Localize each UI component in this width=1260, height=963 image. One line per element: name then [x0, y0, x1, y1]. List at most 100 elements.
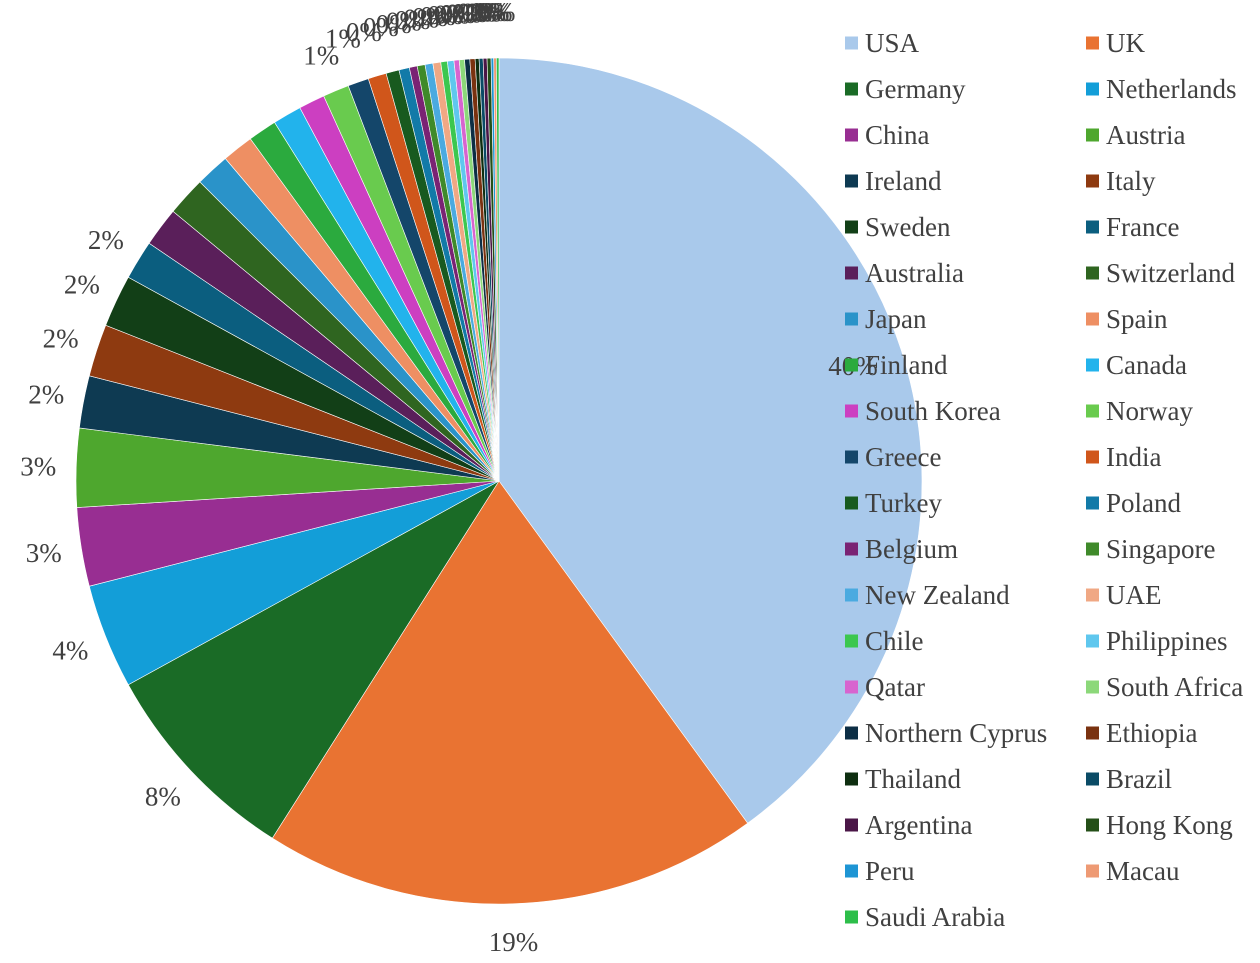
legend-item-singapore: Singapore: [1086, 534, 1215, 564]
legend-label: Ireland: [865, 166, 942, 196]
legend-label: South Korea: [865, 396, 1001, 426]
legend-item-northern-cyprus: Northern Cyprus: [845, 718, 1047, 748]
pct-label-greece: 1%: [325, 24, 361, 54]
pie-slices: [75, 57, 923, 905]
legend-item-turkey: Turkey: [845, 488, 943, 518]
legend-label: Switzerland: [1106, 258, 1235, 288]
legend-item-china: China: [845, 120, 930, 150]
legend-swatch: [845, 818, 858, 832]
legend-item-uae: UAE: [1086, 580, 1162, 610]
legend-item-italy: Italy: [1086, 166, 1156, 196]
legend-item-austria: Austria: [1086, 120, 1186, 150]
legend-label: Canada: [1106, 350, 1187, 380]
legend-label: Poland: [1106, 488, 1182, 518]
legend-swatch: [845, 404, 858, 418]
pct-label-new-zealand: 0%: [403, 4, 439, 34]
legend-swatch: [1086, 128, 1099, 142]
pct-label-italy: 2%: [43, 324, 79, 354]
legend-item-netherlands: Netherlands: [1086, 74, 1236, 104]
legend-swatch: [1086, 496, 1099, 510]
pct-label-ireland: 2%: [28, 380, 64, 410]
legend-label: Turkey: [865, 488, 943, 518]
legend-swatch: [845, 36, 858, 50]
legend-label: UAE: [1106, 580, 1162, 610]
legend-label: Qatar: [865, 672, 925, 702]
legend-label: Italy: [1106, 166, 1156, 196]
pct-label-china: 3%: [26, 538, 62, 568]
legend-swatch: [1086, 36, 1099, 50]
legend-item-new-zealand: New Zealand: [845, 580, 1010, 610]
legend-swatch: [1086, 358, 1099, 372]
pct-label-south-africa: 0%: [440, 0, 476, 29]
legend-swatch: [845, 864, 858, 878]
pct-label-uae: 0%: [412, 2, 448, 32]
legend-label: Philippines: [1106, 626, 1228, 656]
legend-swatch: [845, 128, 858, 142]
pct-label-qatar: 0%: [434, 0, 470, 29]
legend-item-peru: Peru: [845, 856, 915, 886]
legend-item-usa: USA: [845, 28, 920, 58]
legend-label: France: [1106, 212, 1179, 242]
legend-swatch: [1086, 404, 1099, 418]
legend-item-greece: Greece: [845, 442, 941, 472]
pct-label-germany: 8%: [145, 782, 181, 812]
legend-swatch: [1086, 450, 1099, 464]
legend-label: Japan: [865, 304, 927, 334]
legend-swatch: [1086, 174, 1099, 188]
slice-uk: [271, 480, 749, 905]
legend-swatch: [1086, 818, 1099, 832]
pct-label-belgium: 0%: [386, 7, 422, 37]
slice-germany: [127, 480, 500, 839]
legend-item-qatar: Qatar: [845, 672, 925, 702]
legend-item-macau: Macau: [1086, 856, 1180, 886]
pct-label-northern-cyprus: 0%: [446, 0, 482, 28]
legend-item-hong-kong: Hong Kong: [1086, 810, 1233, 840]
legend-item-norway: Norway: [1086, 396, 1193, 426]
legend-swatch: [845, 82, 858, 96]
pct-label-turkey: 0%: [363, 12, 399, 42]
legend-swatch: [845, 266, 858, 280]
legend-swatch: [1086, 588, 1099, 602]
pct-label-chile: 0%: [420, 1, 456, 31]
legend-label: Singapore: [1106, 534, 1215, 564]
legend-label: Austria: [1106, 120, 1186, 150]
legend-item-south-africa: South Africa: [1086, 672, 1243, 702]
legend-label: Australia: [865, 258, 964, 288]
pct-label-argentina: 0%: [466, 0, 502, 27]
legend-item-chile: Chile: [845, 626, 924, 656]
legend-label: India: [1106, 442, 1161, 472]
legend-label: Netherlands: [1106, 74, 1236, 104]
legend-label: Spain: [1106, 304, 1168, 334]
pct-label-norway: 1%: [303, 41, 339, 71]
legend-swatch: [845, 358, 858, 372]
legend-item-finland: Finland: [845, 350, 948, 380]
legend-label: Greece: [865, 442, 941, 472]
legend-item-philippines: Philippines: [1086, 626, 1228, 656]
legend-swatch: [845, 726, 858, 740]
legend-item-germany: Germany: [845, 74, 966, 104]
legend-item-thailand: Thailand: [845, 764, 961, 794]
legend-label: Ethiopia: [1106, 718, 1197, 748]
legend-label: UK: [1106, 28, 1145, 58]
legend-swatch: [845, 496, 858, 510]
legend-label: Belgium: [865, 534, 958, 564]
pct-label-uk: 19%: [489, 927, 539, 957]
legend-label: Saudi Arabia: [865, 902, 1005, 932]
legend-item-poland: Poland: [1086, 488, 1182, 518]
pct-label-india: 0%: [346, 17, 382, 47]
legend-swatch: [845, 450, 858, 464]
slice-usa: [498, 57, 923, 824]
legend-swatch: [1086, 220, 1099, 234]
legend-swatch: [845, 772, 858, 786]
legend-item-france: France: [1086, 212, 1179, 242]
legend-label: Peru: [865, 856, 915, 886]
pct-label-austria: 3%: [20, 452, 56, 482]
pct-label-peru: 0%: [474, 0, 510, 27]
legend-label: USA: [865, 28, 920, 58]
legend-item-uk: UK: [1086, 28, 1145, 58]
legend-swatch: [845, 910, 858, 924]
legend-item-sweden: Sweden: [845, 212, 951, 242]
legend-swatch: [1086, 680, 1099, 694]
legend-swatch: [1086, 82, 1099, 96]
